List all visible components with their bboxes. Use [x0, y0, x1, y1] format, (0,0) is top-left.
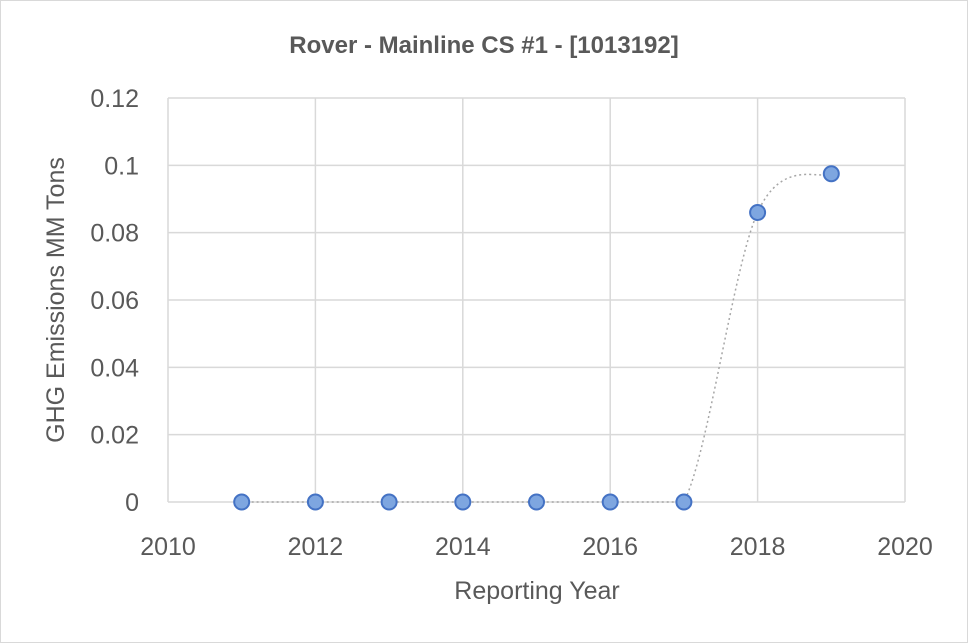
y-tick-label: 0.12: [90, 85, 139, 113]
y-tick-labels: 0 0.02 0.04 0.06 0.08 0.1 0.12: [90, 85, 139, 517]
x-tick-labels: 2010 2012 2014 2016 2018 2020: [140, 533, 933, 561]
x-tick-label: 2016: [582, 533, 638, 561]
y-tick-label: 0.1: [104, 152, 139, 180]
y-tick-label: 0: [125, 489, 139, 517]
data-points: [233, 165, 840, 511]
y-tick-label: 0.04: [90, 354, 139, 382]
series-line: [241, 173, 832, 503]
data-point: [822, 165, 840, 183]
data-point: [454, 493, 472, 511]
data-point: [233, 493, 251, 511]
x-tick-label: 2018: [730, 533, 786, 561]
data-point: [749, 203, 767, 221]
x-tick-label: 2010: [140, 533, 196, 561]
chart-title: Rover - Mainline CS #1 - [1013192]: [289, 32, 678, 59]
data-point: [528, 493, 545, 511]
data-point: [306, 493, 324, 511]
data-point: [380, 493, 398, 511]
data-point: [675, 493, 693, 511]
x-axis-title: Reporting Year: [454, 577, 619, 605]
x-tick-label: 2020: [877, 533, 933, 561]
y-tick-label: 0.08: [90, 220, 139, 248]
y-axis-title: GHG Emissions MM Tons: [42, 157, 70, 443]
data-point: [601, 493, 619, 511]
gridlines: [167, 97, 906, 503]
y-tick-label: 0.06: [90, 287, 139, 315]
x-tick-label: 2014: [435, 533, 491, 561]
y-tick-label: 0.02: [90, 422, 139, 450]
x-tick-label: 2012: [288, 533, 344, 561]
